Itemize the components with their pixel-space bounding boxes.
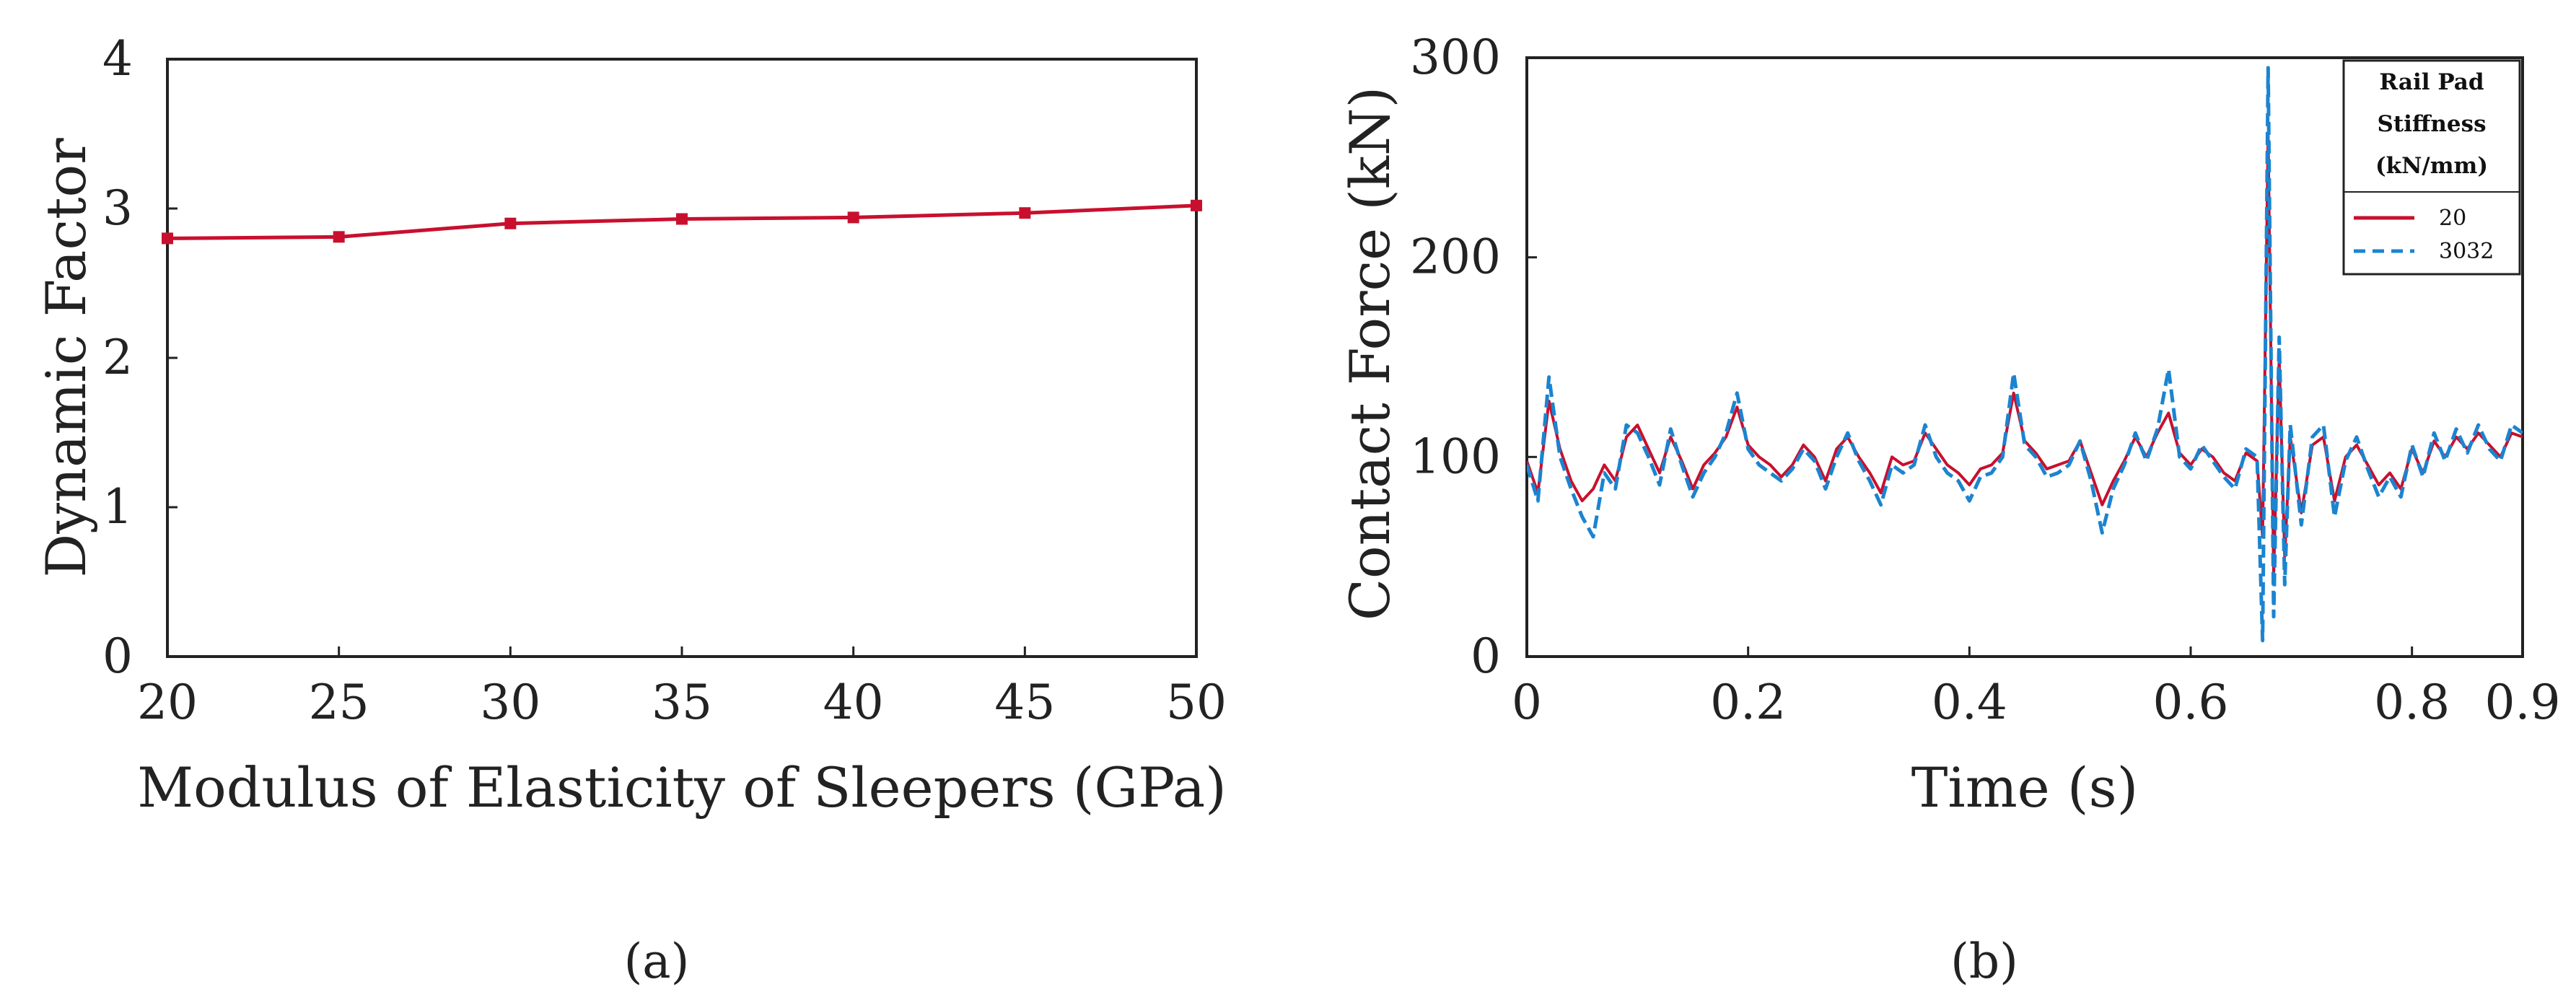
chart-b-x-tick-label: 0.8 [2374,675,2450,730]
chart-a-x-tick-label: 35 [652,675,712,730]
chart-a-x-tick-label: 50 [1166,675,1227,730]
chart-a-x-tick-label: 30 [480,675,540,730]
chart-b-x-tick-label: 0.9 [2485,675,2561,730]
chart-a-x-axis-label: Modulus of Elasticity of Sleepers (GPa) [137,755,1227,820]
chart-a-y-tick-label: 1 [102,479,133,535]
chart-b-caption: (b) [1950,934,2018,989]
chart-b-x-axis-label: Time (s) [1911,755,2139,820]
legend-title-line-2: Stiffness [2377,111,2486,137]
chart-b-x-tick-label: 0.2 [1710,675,1786,730]
chart-a-x-tick-label: 20 [137,675,198,730]
chart-b-y-tick-label: 200 [1410,229,1501,285]
chart-b-series-3032-line [1527,66,2523,643]
chart-a-y-axis-label: Dynamic Factor [34,138,98,578]
chart-a-y-tick-label: 2 [102,330,133,385]
chart-b-y-tick-label: 300 [1410,30,1501,85]
chart-a-x-tick-label: 45 [994,675,1055,730]
chart-a-x-tick-label: 25 [309,675,369,730]
chart-b-x-tick-label: 0 [1512,675,1542,730]
chart-a-data-point [162,232,173,245]
chart-b-plot-area [1525,56,2524,658]
legend-box [2342,59,2521,276]
chart-a: 20 25 30 35 40 45 50 0 1 2 3 4 Modulus of Elasticit… [34,31,1227,989]
chart-b-y-tick-label: 100 [1410,429,1501,484]
chart-a-data-point [676,213,688,225]
chart-a-y-tick-label: 3 [102,180,133,236]
chart-a-data-point [504,217,517,229]
chart-a-plot-area [166,58,1198,658]
chart-a-caption: (a) [624,934,690,989]
chart-b: 0 0.2 0.4 0.6 0.8 0.9 0 100 200 300 Time (s) Cont… [1338,30,2560,989]
chart-a-y-tick-label: 0 [102,628,133,684]
legend-label-3032: 3032 [2439,239,2494,264]
chart-a-y-tick-label: 4 [102,31,133,87]
chart-a-data-point [333,231,345,243]
chart-b-x-tick-label: 0.6 [2153,675,2229,730]
chart-b-y-tick-label: 0 [1471,628,1501,684]
chart-b-x-tick-label: 0.4 [1932,675,2007,730]
chart-a-x-tick-label: 40 [823,675,884,730]
chart-a-data-point [1019,207,1031,219]
legend-title-line-1: Rail Pad [2379,69,2484,95]
chart-a-data-point [1191,199,1202,211]
chart-b-y-axis-label: Contact Force (kN) [1338,87,1402,620]
legend-label-20: 20 [2439,206,2466,231]
legend-title-line-3: (kN/mm) [2375,153,2488,179]
chart-a-data-point [847,211,859,224]
chart-b-legend: Rail Pad Stiffness (kN/mm) 20 3032 [2342,59,2521,276]
